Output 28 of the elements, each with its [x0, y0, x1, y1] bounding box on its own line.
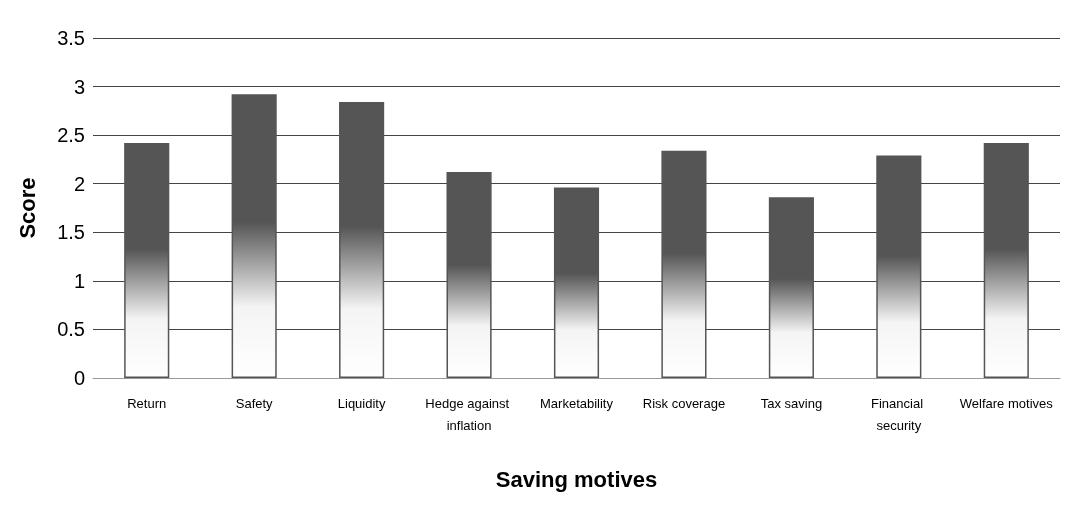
y-tick-label: 1.5	[57, 221, 85, 244]
y-tick-label: 3	[73, 75, 85, 98]
x-axis-title: Saving motives	[495, 466, 658, 492]
x-tick-label: Welfare motives	[959, 395, 1054, 411]
bar	[446, 172, 492, 378]
bar	[553, 187, 600, 378]
y-tick-label: 2	[73, 172, 85, 195]
bar	[231, 94, 277, 378]
y-axis-title: Score	[14, 177, 40, 239]
x-tick-label: Safety	[235, 395, 274, 411]
x-tick-label: Hedge against inflation	[425, 395, 513, 433]
x-tick-label: Liquidity	[337, 395, 386, 411]
bar	[124, 142, 170, 378]
y-tick-label: 0	[73, 367, 85, 389]
x-tick-label: Marketability	[540, 395, 614, 411]
y-tick-label: 0.5	[57, 318, 85, 341]
bar	[661, 150, 707, 378]
y-tick-label: 2.5	[57, 124, 85, 147]
y-tick-label: 1	[73, 269, 85, 292]
x-tick-label: Return	[127, 395, 167, 411]
bar	[768, 197, 814, 378]
x-tick-label: Risk coverage	[642, 395, 726, 411]
x-tick-label: Tax saving	[760, 395, 823, 411]
bar	[983, 142, 1029, 378]
bar	[876, 155, 922, 378]
y-tick-label: 3.5	[57, 27, 85, 49]
bar	[339, 102, 385, 378]
x-tick-label: Financial security	[871, 395, 927, 433]
